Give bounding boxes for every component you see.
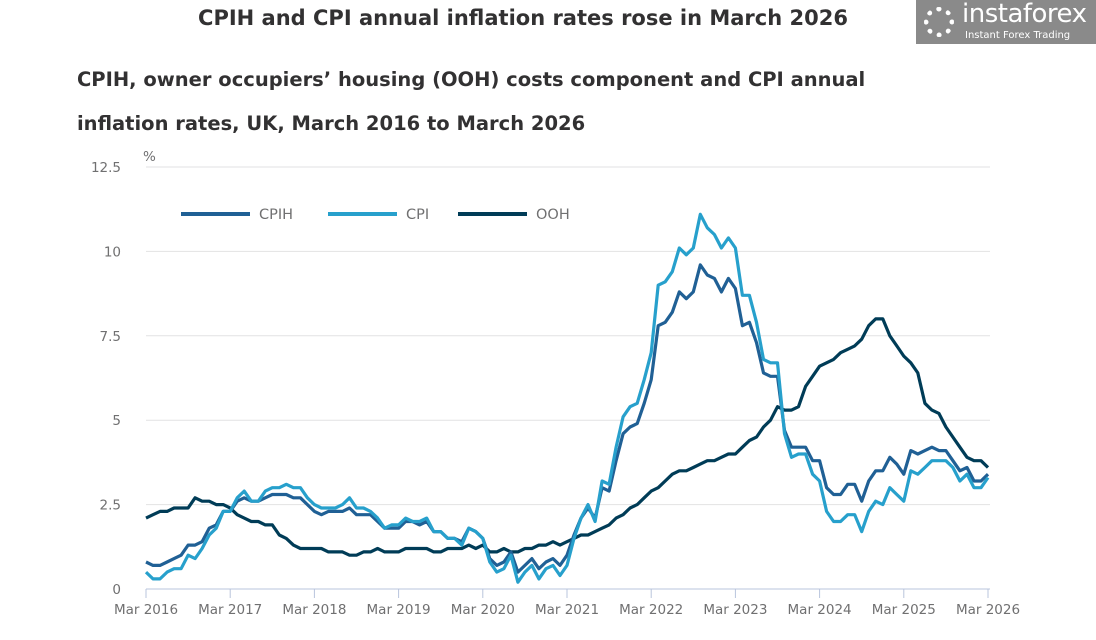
y-tick-label: 12.5	[91, 160, 121, 176]
legend-label: OOH	[536, 207, 570, 223]
x-tick-label: Mar 2016	[114, 602, 178, 618]
x-tick-label: Mar 2022	[619, 602, 683, 618]
y-tick-label: 5	[112, 413, 121, 429]
series-line-ooh	[145, 317, 990, 557]
watermark-brand: instaforex	[962, 0, 1087, 29]
x-tick-label: Mar 2020	[451, 602, 515, 618]
legend-label: CPIH	[259, 207, 293, 223]
chart-subtitle: CPIH, owner occupiers’ housing (OOH) cos…	[77, 68, 866, 135]
x-tick-label: Mar 2026	[956, 602, 1020, 618]
x-tick-label: Mar 2025	[872, 602, 936, 618]
y-tick-label: 0	[112, 582, 121, 598]
y-tick-label: 7.5	[100, 329, 121, 345]
gear-logo-icon	[924, 7, 954, 37]
x-tick-label: Mar 2021	[535, 602, 599, 618]
instaforex-watermark: instaforex Instant Forex Trading	[916, 0, 1096, 44]
watermark-tagline: Instant Forex Trading	[965, 30, 1071, 41]
x-tick-label: Mar 2023	[703, 602, 767, 618]
series-line-cpi	[144, 212, 990, 584]
series-line-cpih	[145, 263, 990, 574]
y-tick-label: 10	[104, 244, 121, 260]
x-tick-label: Mar 2017	[198, 602, 262, 618]
y-tick-label: 2.5	[100, 498, 121, 514]
x-tick-label: Mar 2024	[788, 602, 852, 618]
chart-title: CPIH and CPI annual inflation rates rose…	[198, 6, 848, 30]
x-tick-label: Mar 2019	[367, 602, 431, 618]
legend-label: CPI	[406, 207, 429, 223]
x-tick-label: Mar 2018	[282, 602, 346, 618]
y-axis-label: %	[143, 149, 156, 165]
